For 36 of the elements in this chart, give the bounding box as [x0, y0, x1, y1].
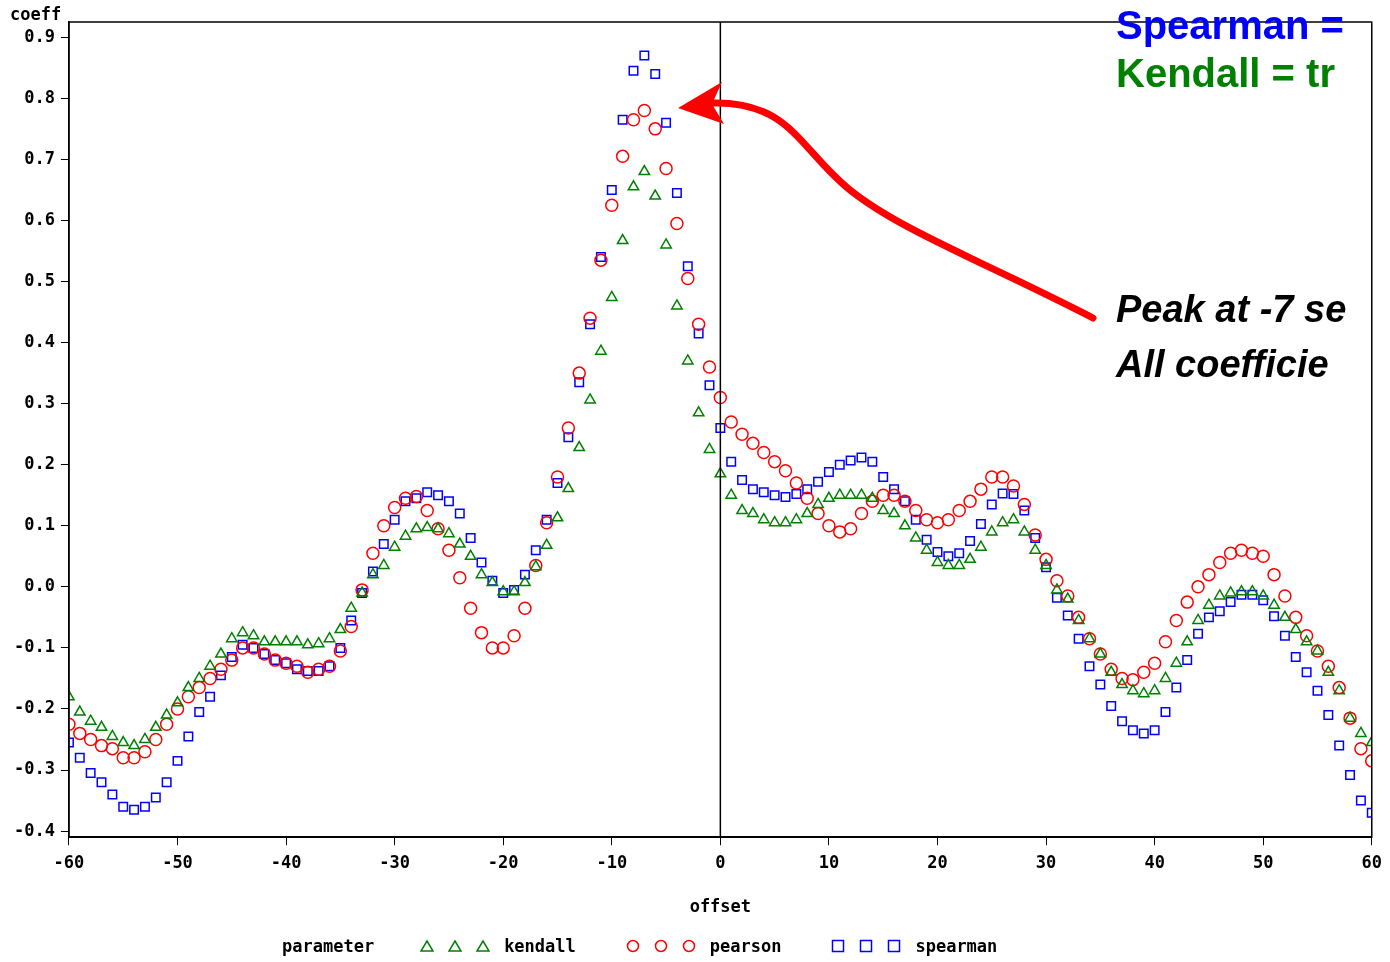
y-tick-label: 0.7 — [24, 147, 55, 168]
y-tick-label: -0.2 — [13, 697, 55, 718]
y-tick-label: 0.6 — [24, 208, 55, 229]
x-tick-label: -20 — [487, 851, 519, 872]
legend-label: pearson — [709, 936, 782, 956]
y-tick-label: 0.3 — [24, 392, 55, 413]
x-tick-label: -50 — [162, 851, 193, 872]
x-tick-label: -30 — [379, 851, 411, 872]
y-tick-label: -0.3 — [13, 758, 55, 779]
y-tick-label: 0.9 — [24, 25, 55, 46]
x-tick-label: -10 — [596, 851, 628, 872]
y-tick-label: 0.5 — [24, 269, 55, 290]
x-axis-title: offset — [689, 896, 752, 917]
x-tick-label: -40 — [270, 851, 302, 872]
y-tick-label: 0.1 — [24, 514, 55, 535]
legend-label: kendall — [504, 936, 576, 956]
y-axis-title: coeff — [10, 4, 62, 24]
x-tick-label: 60 — [1361, 851, 1383, 872]
annotation: Peak at -7 se — [1116, 288, 1347, 332]
x-tick-label: -60 — [53, 851, 85, 872]
x-tick-label: 30 — [1035, 851, 1057, 872]
y-tick-label: -0.1 — [13, 636, 55, 657]
y-tick-label: 0.2 — [24, 453, 55, 474]
x-tick-label: 50 — [1252, 851, 1274, 872]
y-tick-label: 0.8 — [24, 86, 55, 107]
x-tick-label: 40 — [1144, 851, 1165, 872]
annotation: Kendall = tr — [1116, 50, 1335, 96]
x-tick-label: 0 — [715, 851, 726, 872]
legend-title: parameter — [282, 936, 375, 956]
y-tick-label: 0.4 — [24, 331, 55, 352]
x-tick-label: 10 — [818, 851, 840, 872]
annotation: All coefficie — [1116, 343, 1329, 387]
x-tick-label: 20 — [927, 851, 948, 872]
y-tick-label: -0.4 — [13, 819, 55, 840]
y-tick-label: 0.0 — [24, 575, 55, 596]
legend-label: spearman — [915, 936, 998, 956]
